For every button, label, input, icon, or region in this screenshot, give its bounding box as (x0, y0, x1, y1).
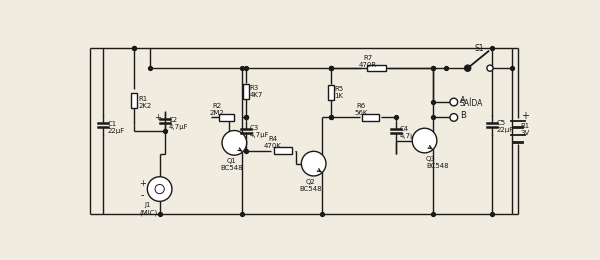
Text: C1
22μF: C1 22μF (107, 121, 125, 134)
Circle shape (487, 65, 493, 71)
Text: Q1
BC548: Q1 BC548 (220, 158, 242, 171)
Circle shape (148, 177, 172, 201)
Circle shape (464, 65, 471, 71)
Bar (274, 147, 292, 154)
Circle shape (450, 98, 458, 106)
Bar (243, 83, 249, 99)
Text: C3
4,7μF: C3 4,7μF (250, 125, 269, 138)
Text: R7
470R: R7 470R (358, 55, 377, 68)
Circle shape (222, 131, 247, 155)
Bar (219, 114, 235, 121)
Bar (362, 114, 379, 121)
Text: S1: S1 (474, 44, 484, 53)
Text: A: A (460, 96, 466, 105)
Bar (131, 93, 137, 108)
Text: +: + (154, 113, 161, 122)
Circle shape (412, 128, 437, 153)
Text: C4
4,7μF: C4 4,7μF (400, 126, 419, 139)
Text: C2
4,7μF: C2 4,7μF (169, 117, 188, 130)
Text: R6
56K: R6 56K (355, 103, 368, 116)
Text: B: B (460, 111, 466, 120)
Text: B1
3V: B1 3V (521, 123, 530, 136)
Text: -: - (141, 190, 145, 200)
Text: R4
470K: R4 470K (264, 136, 282, 149)
Text: SAÍDA: SAÍDA (460, 99, 484, 108)
Text: R3
4K7: R3 4K7 (250, 85, 263, 98)
Text: R2
2M2: R2 2M2 (209, 103, 224, 116)
Text: R1
2K2: R1 2K2 (138, 95, 151, 108)
Text: Q2
BC548: Q2 BC548 (299, 179, 322, 192)
Circle shape (450, 114, 458, 121)
Text: R5
1K: R5 1K (334, 86, 344, 99)
Text: Q3
BC548: Q3 BC548 (426, 155, 449, 168)
Text: +: + (139, 179, 146, 188)
Text: C5
22μF: C5 22μF (496, 120, 514, 133)
Bar (367, 65, 386, 71)
Circle shape (155, 184, 164, 194)
Text: J1
(MIC): J1 (MIC) (139, 202, 157, 216)
Bar (328, 85, 334, 101)
Text: +: + (521, 111, 529, 121)
Circle shape (301, 151, 326, 176)
